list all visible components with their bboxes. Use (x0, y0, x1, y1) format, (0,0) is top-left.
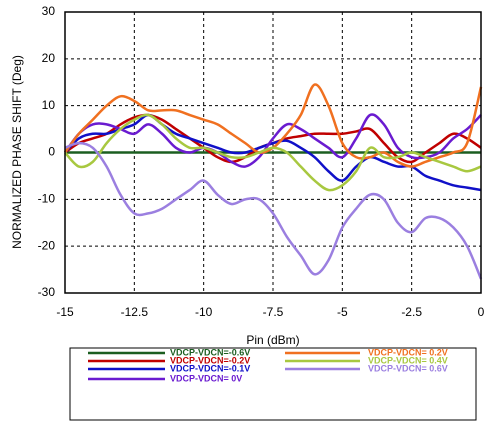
y-tick-label: 20 (42, 51, 56, 65)
x-tick-label: -15 (56, 305, 74, 319)
x-tick-label: -5 (337, 305, 348, 319)
series-line (64, 113, 482, 192)
legend-label: VDCP-VDCN=-0.2V (170, 355, 250, 365)
x-tick-label: -12.5 (121, 305, 149, 319)
series-line (64, 141, 483, 280)
legend-box (69, 347, 477, 421)
x-axis-label: Pin (dBm) (246, 333, 299, 347)
legend-label: VDCP-VDCN= 0V (170, 373, 242, 383)
legend-label: VDCP-VDCN= 0.6V (368, 363, 448, 373)
y-tick-label: 10 (42, 98, 56, 112)
y-tick-label: -20 (38, 238, 56, 252)
x-tick-label: -2.5 (401, 305, 422, 319)
legend-label: VDCP-VDCN=-0.6V (170, 347, 250, 357)
x-tick-label: -10 (195, 305, 213, 319)
plot-frame (64, 11, 482, 294)
y-tick-label: -30 (38, 285, 56, 299)
legend-label: VDCP-VDCN=-0.1V (170, 363, 250, 373)
legend-label: VDCP-VDCN= 0.4V (368, 355, 448, 365)
x-tick-label: 0 (478, 305, 485, 319)
legend-label: VDCP-VDCN= 0.2V (368, 347, 448, 357)
y-axis-label: NORMALIZED PHASE SHIFT (Deg) (10, 55, 24, 249)
y-tick-label: 0 (48, 145, 55, 159)
series-line (63, 113, 482, 168)
y-tick-label: 30 (42, 4, 56, 18)
y-tick-label: -10 (38, 192, 56, 206)
x-tick-label: -7.5 (263, 305, 284, 319)
